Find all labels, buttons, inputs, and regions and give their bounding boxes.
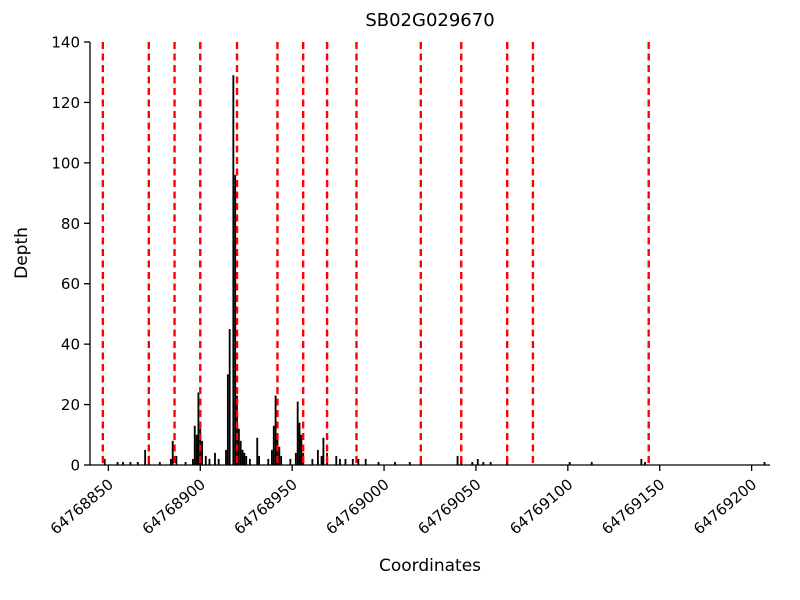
y-tick-label: 120 bbox=[51, 94, 80, 112]
depth-bar bbox=[237, 428, 240, 465]
depth-bar bbox=[289, 458, 292, 465]
y-tick-label: 60 bbox=[61, 275, 80, 293]
depth-bar bbox=[344, 458, 347, 465]
depth-bar bbox=[274, 395, 277, 465]
depth-bar bbox=[300, 434, 303, 465]
y-tick-label: 100 bbox=[51, 154, 80, 172]
y-tick-label: 40 bbox=[61, 336, 80, 354]
depth-bar bbox=[568, 461, 571, 465]
axes-spines bbox=[89, 42, 770, 466]
depth-bar bbox=[335, 455, 338, 465]
x-tick-label: 64769100 bbox=[506, 475, 576, 538]
depth-bar bbox=[489, 461, 492, 465]
depth-bar bbox=[201, 440, 204, 465]
depth-bar bbox=[267, 458, 270, 465]
y-tick-label: 80 bbox=[61, 215, 80, 233]
depth-bar bbox=[294, 452, 297, 465]
x-tick-label: 64768900 bbox=[139, 475, 209, 538]
depth-bar bbox=[193, 425, 196, 465]
depth-bar bbox=[394, 461, 396, 465]
depth-bar bbox=[296, 401, 299, 465]
depth-bar bbox=[225, 449, 227, 465]
depth-bar bbox=[214, 452, 216, 465]
depth-bar bbox=[763, 461, 766, 465]
depth-bar bbox=[278, 446, 281, 465]
depth-bar bbox=[236, 395, 238, 465]
depth-bar bbox=[506, 461, 509, 465]
depth-bar bbox=[364, 458, 367, 465]
depth-bar bbox=[272, 425, 275, 465]
depth-bar bbox=[158, 461, 161, 465]
depth-bar bbox=[339, 458, 341, 465]
depth-bar bbox=[241, 449, 244, 465]
x-tick-label: 64768850 bbox=[47, 475, 117, 538]
depth-bar bbox=[357, 458, 360, 465]
depth-bar bbox=[256, 437, 259, 465]
depth-bar bbox=[197, 392, 200, 465]
depth-bar bbox=[351, 458, 354, 465]
depth-bar bbox=[103, 458, 106, 465]
depth-bar bbox=[590, 461, 593, 465]
depth-bar bbox=[644, 461, 646, 465]
chart-title: SB02G029670 bbox=[365, 10, 495, 31]
y-axis-ticks: 0 20 40 60 80 100 120 140 bbox=[51, 34, 90, 475]
depth-bar bbox=[298, 422, 301, 465]
y-tick-label: 140 bbox=[51, 34, 80, 52]
x-tick-label: 64769000 bbox=[323, 475, 393, 538]
depth-bar bbox=[175, 455, 178, 465]
depth-bar bbox=[217, 458, 220, 465]
depth-bar bbox=[419, 461, 422, 465]
depth-bar bbox=[377, 461, 380, 465]
depth-bar bbox=[208, 458, 211, 465]
depth-bar bbox=[456, 455, 459, 465]
depth-bar bbox=[248, 458, 251, 465]
depth-bar bbox=[122, 461, 124, 465]
depth-bar bbox=[482, 461, 485, 465]
depth-bar bbox=[129, 461, 132, 465]
depth-bar bbox=[243, 452, 246, 465]
depth-bar bbox=[476, 458, 479, 465]
y-tick-label: 20 bbox=[61, 396, 80, 414]
depth-bar bbox=[204, 455, 207, 465]
depth-bar bbox=[245, 455, 248, 465]
depth-bar bbox=[195, 434, 198, 465]
depth-bar bbox=[322, 437, 325, 465]
depth-bar bbox=[316, 449, 319, 465]
depth-bar bbox=[228, 329, 231, 465]
depth-bar bbox=[184, 461, 187, 465]
depth-bar bbox=[144, 449, 147, 465]
depth-bar bbox=[169, 458, 172, 465]
x-tick-label: 64768950 bbox=[231, 475, 301, 538]
x-axis-label: Coordinates bbox=[378, 556, 482, 576]
depth-bar bbox=[234, 174, 237, 465]
depth-bar bbox=[232, 75, 235, 466]
x-tick-label: 64769050 bbox=[414, 475, 484, 538]
depth-bar bbox=[239, 440, 242, 465]
depth-bar bbox=[226, 374, 229, 465]
depth-bar bbox=[171, 440, 174, 465]
y-tick-label: 0 bbox=[70, 457, 80, 475]
depth-bar bbox=[471, 461, 474, 465]
x-axis-ticks: 64768850 64768900 64768950 64769000 64769050… bbox=[47, 465, 760, 538]
depth-bar bbox=[116, 461, 119, 465]
depth-bars bbox=[103, 75, 766, 466]
depth-bar bbox=[640, 458, 643, 465]
depth-bar bbox=[258, 455, 260, 465]
boundary-vlines bbox=[101, 42, 650, 465]
depth-bar bbox=[311, 458, 314, 465]
depth-bar bbox=[280, 455, 283, 465]
depth-bar bbox=[271, 449, 273, 465]
x-tick-label: 64769200 bbox=[690, 475, 760, 538]
depth-bar bbox=[136, 461, 139, 465]
depth-bar bbox=[192, 458, 194, 465]
depth-bar bbox=[320, 455, 323, 465]
depth-bar bbox=[408, 461, 411, 465]
x-tick-label: 64769150 bbox=[598, 475, 668, 538]
